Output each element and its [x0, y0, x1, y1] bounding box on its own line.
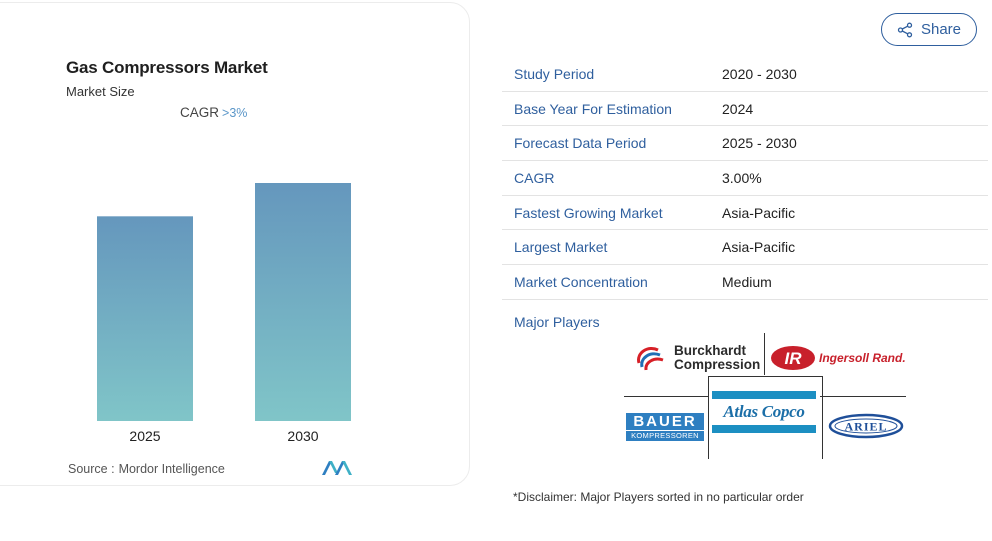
share-button[interactable]: Share: [881, 13, 977, 46]
major-players-label: Major Players: [514, 314, 600, 330]
burckhardt-line1: Burckhardt: [674, 343, 747, 358]
x-tick-label-2030: 2030: [287, 428, 318, 444]
stat-value: 2025 - 2030: [722, 135, 797, 152]
stat-row-concentration: Market Concentration Medium: [502, 265, 988, 300]
source-name: Mordor Intelligence: [118, 462, 225, 476]
divider: [708, 376, 823, 377]
stat-row-base-year: Base Year For Estimation 2024: [502, 92, 988, 127]
ariel-emblem-icon: ARIEL: [828, 413, 904, 439]
ingersoll-rand-ir-icon: IR: [771, 346, 815, 370]
stat-row-study-period: Study Period 2020 - 2030: [502, 57, 988, 92]
burckhardt-line2: Compression: [674, 357, 761, 372]
burckhardt-swirl-icon: [637, 347, 664, 371]
cagr-indicator: CAGR >3%: [180, 105, 247, 120]
stat-label: Study Period: [514, 65, 595, 82]
mordor-intelligence-logo: [322, 461, 352, 475]
share-label: Share: [920, 21, 962, 38]
stat-value: Medium: [722, 273, 772, 290]
source-label: Source :: [68, 462, 115, 476]
atlas-copco-text: Atlas Copco: [723, 402, 805, 421]
atlas-bar-top: [712, 391, 816, 399]
bauer-bottom-text: KOMPRESSOREN: [626, 431, 704, 441]
stat-label: Base Year For Estimation: [514, 100, 672, 117]
stat-label: Market Concentration: [514, 273, 648, 290]
market-size-card: [0, 2, 470, 486]
burckhardt-compression-logo: Burckhardt Compression: [634, 341, 760, 375]
market-snapshot-table: Study Period 2020 - 2030 Base Year For E…: [502, 57, 988, 300]
stat-label: Fastest Growing Market: [514, 204, 663, 221]
ingersoll-rand-logo: IR Ingersoll Rand.: [770, 345, 906, 371]
stat-row-cagr: CAGR 3.00%: [502, 161, 988, 196]
disclaimer: *Disclaimer: Major Players sorted in no …: [513, 490, 804, 504]
bauer-top-text: BAUER: [626, 413, 704, 430]
stat-value: Asia-Pacific: [722, 204, 796, 221]
stat-value: 3.00%: [722, 169, 762, 186]
cagr-label: CAGR: [180, 105, 220, 120]
stat-value: 2024: [722, 100, 754, 117]
divider: [820, 396, 906, 397]
atlas-copco-logo: Atlas Copco: [712, 391, 816, 433]
source-attribution: Source : Mordor Intelligence: [68, 462, 225, 476]
stat-row-fastest-growing: Fastest Growing Market Asia-Pacific: [502, 196, 988, 231]
market-size-bar-chart: 2025 2030: [97, 183, 351, 444]
stat-label: CAGR: [514, 169, 555, 186]
svg-text:IR: IR: [785, 349, 803, 368]
divider: [822, 376, 823, 459]
ariel-logo: ARIEL: [828, 413, 904, 444]
cagr-value: >3%: [222, 106, 248, 120]
bar-2025: [97, 216, 193, 421]
divider: [624, 396, 708, 397]
divider: [764, 333, 765, 375]
major-players-logos: Burckhardt Compression IR Ingersoll Rand…: [620, 333, 910, 459]
ariel-text: ARIEL: [844, 420, 887, 434]
share-icon: [897, 22, 913, 37]
stat-row-forecast-period: Forecast Data Period 2025 - 2030: [502, 126, 988, 162]
stat-value: 2020 - 2030: [722, 65, 797, 82]
atlas-bar-bottom: [712, 425, 816, 433]
ingersoll-rand-text: Ingersoll Rand.: [819, 351, 906, 365]
divider: [708, 376, 709, 459]
chart-title: Gas Compressors Market: [66, 58, 268, 77]
bar-2030: [255, 183, 351, 421]
stat-label: Forecast Data Period: [514, 135, 647, 152]
stat-row-largest-market: Largest Market Asia-Pacific: [502, 230, 988, 266]
chart-subtitle: Market Size: [66, 84, 135, 99]
stat-label: Largest Market: [514, 239, 608, 256]
x-tick-label-2025: 2025: [129, 428, 160, 444]
stat-value: Asia-Pacific: [722, 239, 796, 256]
bauer-kompressoren-logo: BAUER KOMPRESSOREN: [626, 413, 704, 441]
